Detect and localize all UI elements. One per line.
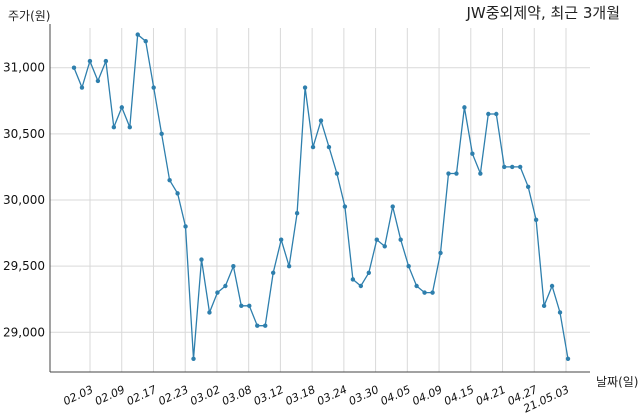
chart-title: JW중외제약, 최근 3개월 — [466, 4, 620, 22]
x-tick-label: 02.17 — [125, 383, 159, 408]
data-point — [486, 111, 491, 117]
data-point — [462, 105, 467, 110]
data-point — [215, 290, 220, 295]
data-point — [255, 323, 260, 328]
x-tick-label: 04.21 — [474, 383, 508, 408]
x-tick-label: 03.08 — [220, 383, 254, 408]
data-point — [414, 283, 419, 289]
x-tick-label: 04.15 — [442, 383, 476, 408]
data-point — [127, 125, 132, 130]
x-axis-label: 날짜(일) — [596, 375, 639, 389]
data-point — [167, 177, 172, 183]
data-point — [390, 204, 395, 209]
data-point — [446, 171, 451, 176]
data-point — [207, 310, 212, 315]
y-tick-label: 29,500 — [3, 259, 45, 273]
data-point — [95, 78, 101, 84]
data-point — [533, 217, 539, 223]
data-point — [223, 283, 228, 289]
data-point — [199, 257, 204, 262]
data-point — [151, 85, 156, 90]
data-point — [470, 151, 475, 156]
data-point — [247, 303, 252, 309]
x-tick-label: 04.05 — [379, 383, 413, 408]
y-tick-label: 31,000 — [3, 61, 45, 75]
x-tick-label: 02.23 — [156, 383, 190, 408]
data-point — [342, 204, 348, 209]
data-point — [510, 164, 515, 170]
data-point — [135, 32, 140, 37]
data-point — [278, 237, 284, 242]
data-point — [239, 303, 244, 309]
data-point — [438, 250, 443, 256]
data-point — [358, 283, 364, 289]
data-point — [175, 191, 180, 196]
data-point — [191, 356, 196, 361]
data-point — [517, 164, 523, 170]
data-point — [541, 303, 547, 309]
data-point — [87, 58, 93, 64]
x-tick-label: 03.12 — [252, 383, 286, 408]
data-point — [334, 171, 340, 176]
y-tick-label: 30,500 — [3, 127, 45, 141]
data-point — [294, 211, 300, 216]
series-line — [73, 33, 569, 359]
data-point — [119, 105, 125, 110]
data-point — [382, 244, 387, 249]
data-point — [565, 356, 571, 361]
data-point — [525, 184, 531, 189]
data-point — [302, 85, 308, 90]
data-point — [406, 263, 411, 269]
data-point — [557, 310, 563, 315]
y-tick-label: 29,000 — [3, 325, 45, 339]
data-point — [71, 65, 77, 70]
data-point — [263, 323, 268, 328]
x-tick-label: 04.09 — [410, 383, 444, 408]
x-tick-label: 03.02 — [188, 383, 222, 408]
data-point — [159, 131, 164, 137]
data-point — [350, 277, 356, 282]
data-point — [286, 263, 292, 269]
data-point — [374, 237, 379, 242]
data-point — [310, 144, 316, 150]
data-point — [231, 263, 236, 269]
data-point — [79, 85, 85, 90]
data-point — [502, 164, 507, 170]
data-point — [549, 283, 555, 289]
data-point — [103, 58, 109, 64]
data-point — [398, 237, 403, 242]
data-point — [270, 270, 276, 275]
data-point — [478, 171, 483, 176]
data-point — [454, 171, 459, 176]
x-tick-label: 03.30 — [347, 383, 381, 408]
data-point — [111, 125, 117, 130]
data-point — [422, 290, 427, 295]
data-point — [430, 290, 435, 295]
data-point — [326, 144, 332, 150]
data-point — [318, 118, 324, 123]
x-tick-label: 03.24 — [315, 383, 349, 408]
y-axis-label: 주가(원) — [8, 9, 51, 23]
x-tick-label: 02.03 — [61, 383, 95, 408]
data-point — [366, 270, 372, 275]
data-point — [494, 111, 499, 117]
data-point — [183, 224, 188, 229]
data-point — [143, 39, 148, 44]
x-tick-label: 02.09 — [93, 383, 127, 408]
y-tick-label: 30,000 — [3, 193, 45, 207]
x-tick-label: 03.18 — [283, 383, 317, 408]
